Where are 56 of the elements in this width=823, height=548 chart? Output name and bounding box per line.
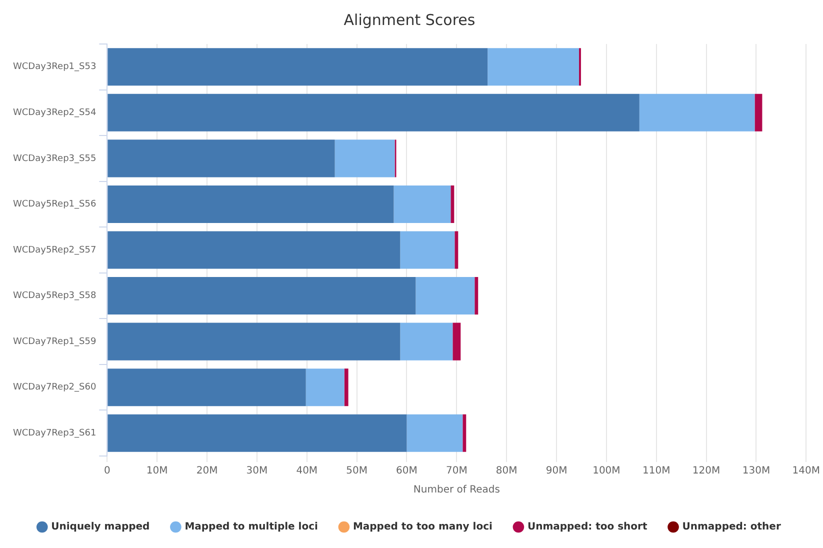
bar <box>108 368 306 406</box>
bar <box>306 368 344 406</box>
bar <box>108 414 407 452</box>
bar <box>639 94 755 132</box>
bar <box>406 414 463 452</box>
x-tick-label: 70M <box>446 466 468 477</box>
x-tick-label: 40M <box>296 466 318 477</box>
y-tick-label: WCDay3Rep1_S53 <box>13 62 96 72</box>
bar <box>108 140 335 178</box>
x-tick-label: 110M <box>642 466 670 477</box>
x-tick-label: 30M <box>246 466 268 477</box>
bar <box>108 48 488 86</box>
bar <box>108 94 640 132</box>
bar <box>400 231 455 269</box>
bar <box>754 94 762 132</box>
bar <box>334 140 395 178</box>
y-tick-label: WCDay5Rep2_S57 <box>13 245 96 256</box>
bar <box>344 368 348 406</box>
bar <box>108 231 400 269</box>
legend-label: Uniquely mapped <box>51 522 150 533</box>
y-tick-label: WCDay7Rep2_S60 <box>13 382 96 393</box>
x-tick-label: 80M <box>496 466 518 477</box>
x-tick-label: 10M <box>146 466 168 477</box>
legend-label: Unmapped: too short <box>527 522 648 533</box>
bar <box>452 322 461 360</box>
bar <box>474 277 478 315</box>
legend-label: Mapped to multiple loci <box>184 522 318 533</box>
bar <box>416 277 475 315</box>
y-tick-label: WCDay7Rep3_S61 <box>13 428 96 438</box>
y-tick-label: WCDay3Rep3_S55 <box>13 154 96 164</box>
x-tick-label: 130M <box>742 466 770 477</box>
y-tick-label: WCDay5Rep3_S58 <box>13 291 96 302</box>
bar <box>488 48 579 86</box>
y-tick-label: WCDay5Rep1_S56 <box>13 200 96 210</box>
x-tick-label: 20M <box>196 466 218 477</box>
bar <box>462 414 466 452</box>
y-tick-label: WCDay7Rep1_S59 <box>13 336 96 347</box>
bar <box>108 322 400 360</box>
y-tick-label: WCDay3Rep2_S54 <box>13 108 96 118</box>
bar <box>108 185 394 223</box>
bar <box>400 322 453 360</box>
bar <box>450 185 454 223</box>
bar <box>454 231 458 269</box>
bar <box>108 277 416 315</box>
x-tick-label: 90M <box>546 466 568 477</box>
x-tick-label: 120M <box>692 466 720 477</box>
x-tick-label: 50M <box>346 466 368 477</box>
x-tick-label: 140M <box>792 466 820 477</box>
x-tick-label: 60M <box>396 466 418 477</box>
x-tick-label: 0 <box>104 466 110 477</box>
legend-label: Mapped to too many loci <box>352 522 492 533</box>
x-tick-label: 100M <box>592 466 620 477</box>
x-axis-title: Number of Reads <box>413 484 500 496</box>
legend-label: Unmapped: other <box>682 522 781 533</box>
chart-title: Alignment Scores <box>344 10 476 29</box>
bar <box>394 185 451 223</box>
